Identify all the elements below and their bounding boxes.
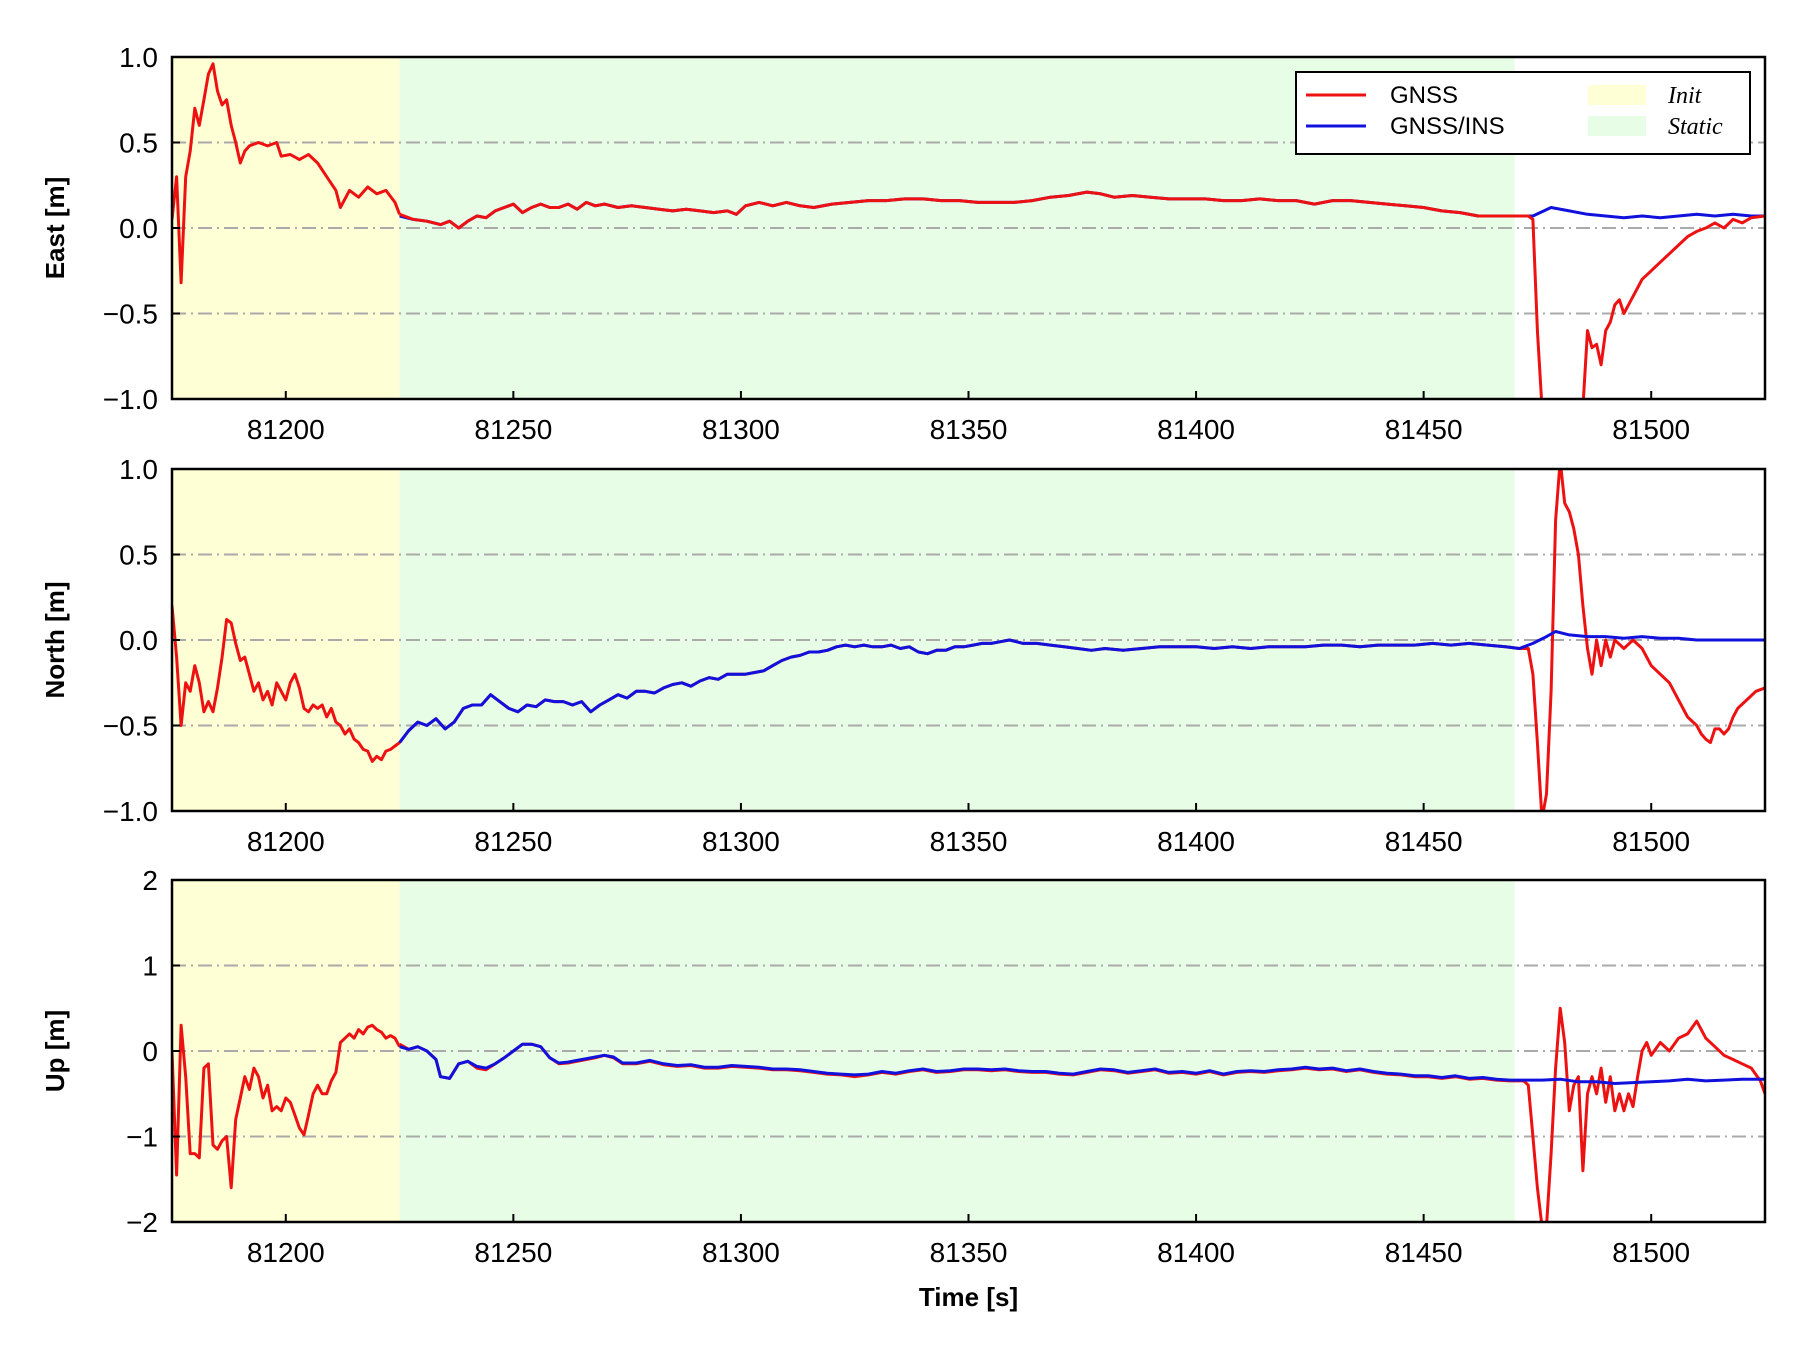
y-tick-label: 2: [142, 865, 158, 896]
x-tick-label: 81450: [1385, 414, 1463, 445]
legend-label-init: Init: [1667, 83, 1703, 109]
series-gnss-line: [399, 190, 1765, 399]
x-tick-label: 81400: [1157, 1237, 1235, 1268]
y-tick-label: 0.0: [119, 625, 158, 656]
y-tick-label: 0.0: [119, 213, 158, 244]
x-tick-label: 81300: [702, 414, 780, 445]
y-tick-label: −1: [126, 1122, 158, 1153]
legend-swatch-static: [1588, 116, 1646, 136]
y-tick-label: 0.5: [119, 540, 158, 571]
subplot-2: 1.0 0.5 0.0 −0.5 −1.0 81200 81250 81300 81350 814…: [40, 454, 1767, 857]
y-tick-label: 1: [142, 951, 158, 982]
x-tick-label: 81300: [702, 1237, 780, 1268]
y-tick-label: −1.0: [103, 384, 158, 415]
x-tick-label: 81500: [1612, 414, 1690, 445]
x-tick-label: 81400: [1157, 826, 1235, 857]
x-tick-label: 81350: [930, 1237, 1008, 1268]
y-tick-label: −0.5: [103, 299, 158, 330]
series-group: [172, 1006, 1765, 1222]
y-axis-label: North [m]: [40, 582, 70, 699]
x-tick-label: 81500: [1612, 1237, 1690, 1268]
x-tick-label: 81250: [474, 826, 552, 857]
y-tick-label: 1.0: [119, 42, 158, 73]
x-tick-label: 81200: [247, 826, 325, 857]
y-axis-label: Up [m]: [40, 1010, 70, 1092]
subplot-3: 2 1 0 −1 −2 81200 81250 81300 81350 81400 81450 815…: [40, 865, 1767, 1268]
x-axis-label: Time [s]: [919, 1282, 1018, 1312]
y-tick-label: −0.5: [103, 711, 158, 742]
x-tick-label: 81500: [1612, 826, 1690, 857]
legend-label-gnss-ins: GNSS/INS: [1390, 113, 1505, 140]
series-gnss-line: [172, 605, 401, 763]
y-tick-label: 0.5: [119, 128, 158, 159]
y-tick-label: −1.0: [103, 796, 158, 827]
y-tick-label: 1.0: [119, 454, 158, 485]
series-group: [172, 469, 1765, 811]
x-tick-label: 81350: [930, 414, 1008, 445]
y-axis-label: East [m]: [40, 177, 70, 280]
x-tick-label: 81400: [1157, 414, 1235, 445]
series-gnss-line: [172, 62, 401, 285]
x-tick-label: 81450: [1385, 1237, 1463, 1268]
legend-box: [1295, 71, 1751, 155]
y-tick-label: 0: [142, 1036, 158, 1067]
series-group: [172, 62, 1765, 399]
legend-label-gnss: GNSS: [1390, 82, 1458, 109]
x-tick-label: 81250: [474, 1237, 552, 1268]
x-tick-label: 81450: [1385, 826, 1463, 857]
x-tick-label: 81200: [247, 1237, 325, 1268]
x-tick-label: 81250: [474, 414, 552, 445]
x-tick-label: 81200: [247, 414, 325, 445]
x-tick-label: 81350: [930, 826, 1008, 857]
legend-swatch-init: [1588, 85, 1646, 105]
legend: GNSS GNSS/INS Init Static: [1295, 71, 1751, 155]
legend-label-static: Static: [1668, 114, 1723, 140]
series-gnss-line: [172, 1023, 401, 1190]
y-tick-label: −2: [126, 1207, 158, 1238]
x-tick-label: 81300: [702, 826, 780, 857]
series-gnss-ins-line: [399, 1042, 1765, 1085]
series-gnss-ins-line: [398, 630, 1765, 744]
